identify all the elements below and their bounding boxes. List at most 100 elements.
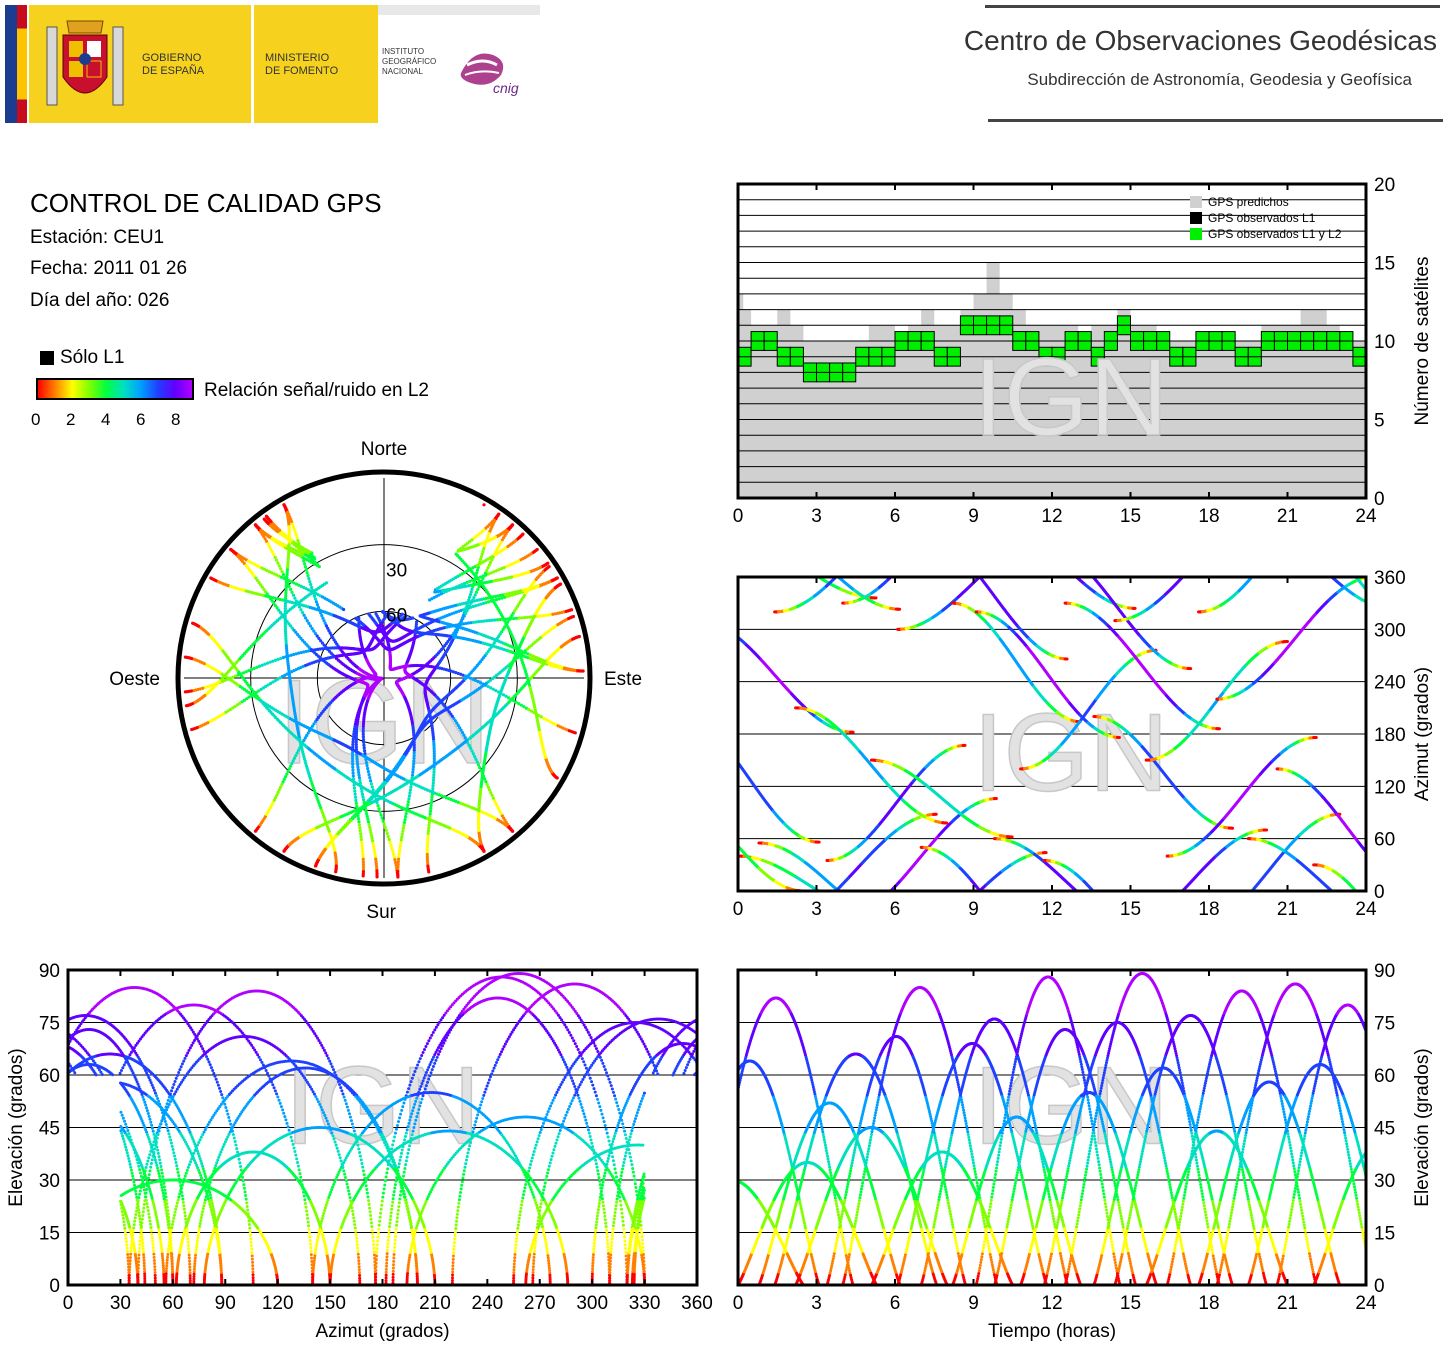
track-point: [495, 636, 499, 641]
track-point: [299, 608, 303, 612]
track-point: [504, 694, 508, 698]
track-point: [482, 503, 486, 507]
l1-only-swatch: [40, 351, 54, 365]
track-point: [512, 561, 516, 565]
track-point: [402, 820, 407, 825]
track-point: [290, 761, 294, 766]
track-point: [468, 593, 473, 597]
track-point: [284, 639, 288, 643]
track-point: [361, 730, 365, 734]
track-point: [273, 603, 278, 608]
track-point: [350, 756, 355, 761]
track-point: [432, 775, 436, 780]
track-point: [301, 749, 305, 754]
track-point: [270, 803, 274, 807]
track-point: [502, 625, 507, 629]
track-point: [295, 536, 299, 540]
track-point: [374, 797, 378, 801]
track-point: [291, 759, 295, 763]
track-point: [381, 819, 385, 823]
track-point: [223, 678, 227, 682]
track-point: [360, 846, 364, 850]
track-point: [491, 555, 495, 559]
track-point: [286, 769, 290, 774]
track-point: [469, 590, 473, 594]
track-point: [274, 573, 279, 577]
track-point: [374, 864, 379, 868]
track-point: [479, 554, 484, 559]
track-point: [231, 706, 235, 710]
track-point: [539, 715, 543, 719]
institutional-logo-strip: GOBIERNO DE ESPAÑA MINISTERIO DE FOMENTO I…: [5, 5, 540, 123]
track-point: [351, 737, 355, 741]
track-point: [524, 706, 528, 710]
track-point: [465, 603, 469, 607]
y-tick-label: 10: [1374, 332, 1395, 353]
track-point: [281, 598, 285, 602]
track-point: [351, 765, 355, 769]
track-point: [465, 609, 469, 613]
track-point: [268, 595, 273, 599]
centro-title: Centro de Observaciones Geodésicas: [964, 25, 1437, 57]
track-point: [367, 612, 371, 616]
track-point: [273, 658, 278, 662]
track-point: [283, 604, 287, 608]
track-point: [254, 592, 258, 596]
track-point: [473, 593, 477, 597]
track-point: [284, 632, 288, 636]
track-point: [547, 719, 551, 723]
track-point: [376, 804, 380, 808]
track-point: [410, 776, 414, 780]
track-point: [357, 776, 362, 780]
y-tick-label: 0: [1374, 489, 1385, 510]
coat-of-arms-icon: [45, 17, 125, 109]
track-point: [428, 809, 433, 813]
track-point: [459, 546, 463, 550]
track-point: [296, 748, 301, 753]
track-point: [285, 648, 289, 652]
track-point: [396, 862, 400, 866]
track-point: [361, 724, 365, 729]
track-point: [512, 699, 516, 703]
track-point: [355, 804, 359, 809]
track-point: [276, 790, 280, 795]
track-point: [501, 627, 505, 632]
track-point: [490, 618, 494, 622]
track-point: [389, 843, 393, 847]
track-point: [455, 585, 459, 589]
track-point: [494, 688, 498, 693]
track-point: [351, 748, 355, 752]
track-point: [412, 745, 416, 750]
track-point: [353, 722, 357, 726]
track-point: [312, 786, 316, 790]
track-point: [370, 785, 374, 789]
track-point: [249, 693, 254, 698]
track-point: [290, 522, 295, 526]
track-point: [283, 629, 288, 633]
track-point: [431, 784, 435, 788]
track-point: [284, 588, 288, 593]
track-point: [221, 712, 226, 716]
track-point: [268, 805, 273, 810]
track-point: [497, 568, 501, 572]
track-point: [427, 820, 431, 825]
track-point: [483, 777, 487, 781]
track-point: [369, 782, 374, 786]
track-point: [427, 823, 431, 827]
track-point: [309, 779, 313, 783]
track-point: [292, 581, 296, 585]
track-point: [284, 646, 289, 650]
track-point: [362, 717, 366, 721]
track-point: [208, 684, 212, 688]
track-point: [294, 533, 298, 537]
track-point: [277, 608, 281, 612]
track-point: [427, 598, 432, 602]
track-point: [472, 620, 476, 624]
track-point: [513, 609, 517, 613]
track-point: [469, 621, 473, 625]
track-point: [377, 807, 381, 811]
track-point: [367, 823, 371, 827]
south-label: Sur: [366, 902, 396, 923]
track-point: [265, 514, 269, 519]
